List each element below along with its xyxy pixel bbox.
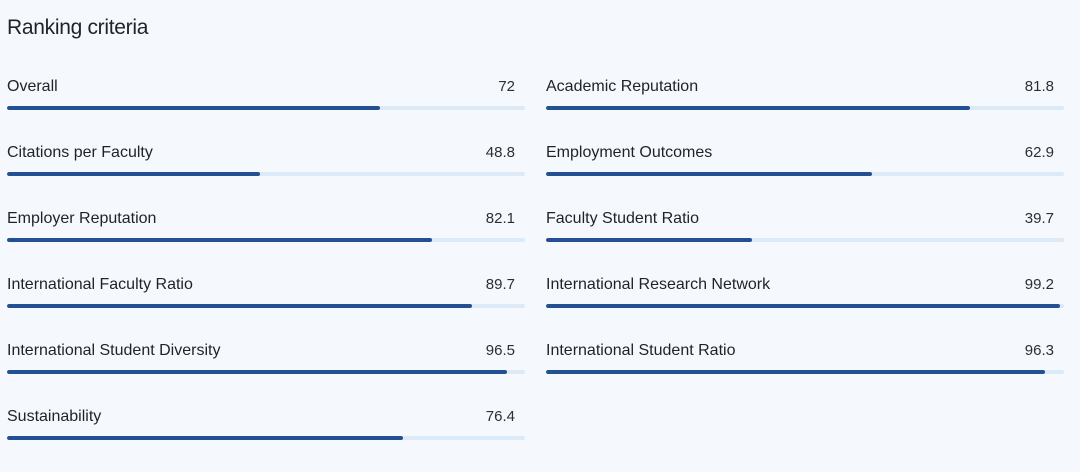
score-bar-track [546,370,1064,374]
criterion-value: 96.5 [485,342,515,359]
criterion-citations-per-faculty: Citations per Faculty 48.8 [7,142,525,208]
criterion-label: Faculty Student Ratio [546,210,699,227]
score-bar-fill [546,172,872,176]
score-bar-track [7,106,525,110]
score-bar-track [7,304,525,308]
criterion-sustainability: Sustainability 76.4 [7,406,525,472]
criterion-international-research-network: International Research Network 99.2 [546,274,1064,340]
criterion-international-faculty-ratio: International Faculty Ratio 89.7 [7,274,525,340]
criterion-international-student-diversity: International Student Diversity 96.5 [7,340,525,406]
criterion-value: 76.4 [485,408,515,425]
criterion-value: 48.8 [485,144,515,161]
criterion-value: 39.7 [1024,210,1054,227]
criterion-label: Overall [7,78,58,95]
section-title: Ranking criteria [7,16,149,39]
score-bar-fill [546,304,1060,308]
criterion-academic-reputation: Academic Reputation 81.8 [546,76,1064,142]
score-bar-track [7,436,525,440]
criterion-overall: Overall 72 [7,76,525,142]
criterion-label: Academic Reputation [546,78,699,95]
criterion-value: 99.2 [1024,276,1054,293]
criterion-value: 62.9 [1024,144,1054,161]
criterion-faculty-student-ratio: Faculty Student Ratio 39.7 [546,208,1064,274]
criterion-value: 96.3 [1024,342,1054,359]
criterion-employer-reputation: Employer Reputation 82.1 [7,208,525,274]
criterion-label: Employment Outcomes [546,144,713,161]
score-bar-fill [7,106,380,110]
score-bar-track [546,106,1064,110]
criterion-label: International Faculty Ratio [7,276,193,293]
criteria-grid: Overall 72 Academic Reputation 81.8 Cita… [7,76,1064,472]
score-bar-fill [7,370,507,374]
criterion-label: International Research Network [546,276,771,293]
score-bar-fill [7,238,433,242]
criterion-label: International Student Ratio [546,342,736,359]
criterion-value: 81.8 [1024,78,1054,95]
criterion-label: Citations per Faculty [7,144,153,161]
score-bar-fill [7,304,472,308]
score-bar-fill [7,172,260,176]
criterion-value: 82.1 [485,210,515,227]
criterion-label: International Student Diversity [7,342,221,359]
score-bar-track [546,304,1064,308]
score-bar-fill [546,370,1045,374]
criterion-value: 72 [498,78,515,95]
score-bar-track [546,172,1064,176]
criterion-label: Employer Reputation [7,210,157,227]
criterion-international-student-ratio: International Student Ratio 96.3 [546,340,1064,406]
score-bar-track [546,238,1064,242]
score-bar-track [7,370,525,374]
score-bar-fill [546,238,752,242]
score-bar-track [7,238,525,242]
criterion-value: 89.7 [485,276,515,293]
criterion-label: Sustainability [7,408,102,425]
score-bar-fill [7,436,403,440]
criterion-employment-outcomes: Employment Outcomes 62.9 [546,142,1064,208]
score-bar-track [7,172,525,176]
score-bar-fill [546,106,970,110]
